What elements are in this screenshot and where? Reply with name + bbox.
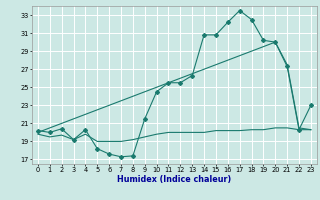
X-axis label: Humidex (Indice chaleur): Humidex (Indice chaleur)	[117, 175, 232, 184]
